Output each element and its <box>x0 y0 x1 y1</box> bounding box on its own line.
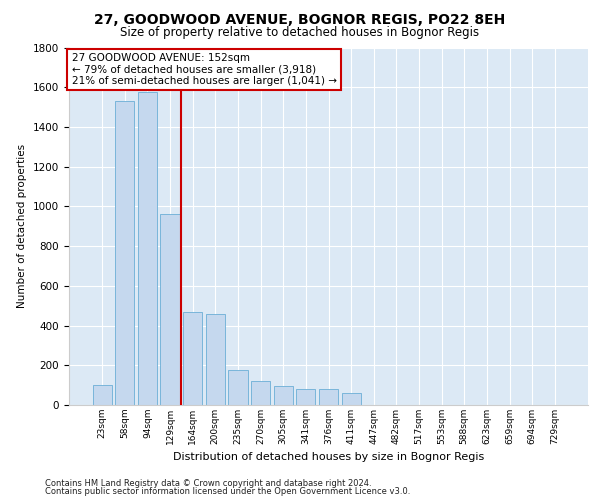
Bar <box>274 386 293 405</box>
Bar <box>138 92 157 405</box>
Bar <box>115 101 134 405</box>
Bar <box>319 388 338 405</box>
Text: 27 GOODWOOD AVENUE: 152sqm
← 79% of detached houses are smaller (3,918)
21% of s: 27 GOODWOOD AVENUE: 152sqm ← 79% of deta… <box>71 53 337 86</box>
Bar <box>229 370 248 405</box>
Bar <box>296 388 316 405</box>
Y-axis label: Number of detached properties: Number of detached properties <box>17 144 28 308</box>
Text: 27, GOODWOOD AVENUE, BOGNOR REGIS, PO22 8EH: 27, GOODWOOD AVENUE, BOGNOR REGIS, PO22 … <box>94 14 506 28</box>
Bar <box>251 381 270 405</box>
Bar <box>160 214 180 405</box>
Bar <box>341 393 361 405</box>
Bar <box>92 385 112 405</box>
Text: Size of property relative to detached houses in Bognor Regis: Size of property relative to detached ho… <box>121 26 479 39</box>
Text: Contains public sector information licensed under the Open Government Licence v3: Contains public sector information licen… <box>45 488 410 496</box>
Text: Contains HM Land Registry data © Crown copyright and database right 2024.: Contains HM Land Registry data © Crown c… <box>45 480 371 488</box>
X-axis label: Distribution of detached houses by size in Bognor Regis: Distribution of detached houses by size … <box>173 452 484 462</box>
Bar <box>206 314 225 405</box>
Bar <box>183 312 202 405</box>
